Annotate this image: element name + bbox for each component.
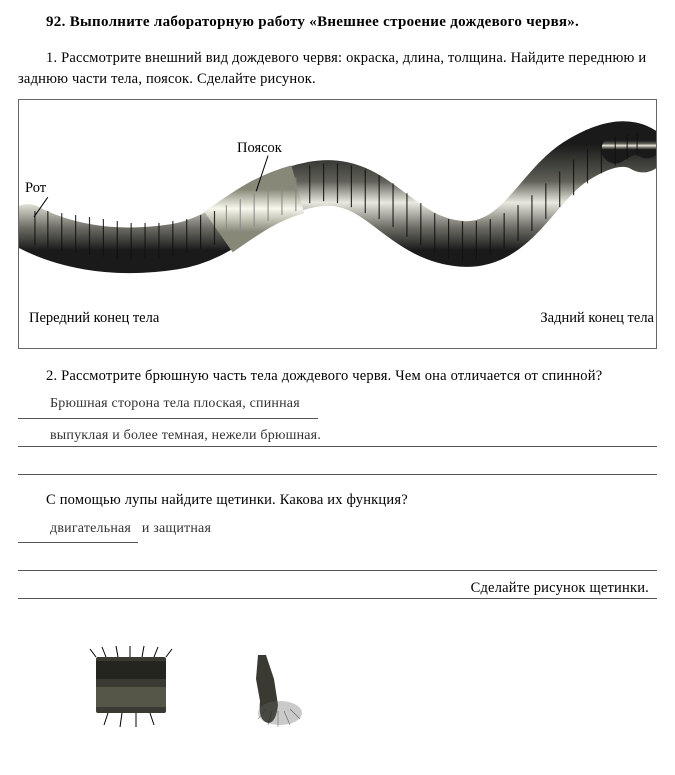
task-1-number: 1. (46, 50, 57, 66)
task-3-answer-1: двигательная (18, 516, 138, 544)
exercise-number: 92. (46, 14, 66, 30)
bristle-caption: Сделайте рисунок щетинки. (471, 580, 649, 596)
exercise-title: 92. Выполните лабораторную работу «Внешн… (18, 12, 657, 32)
task-3-prompt: С помощью лупы найдите щетинки. Какова и… (46, 492, 408, 508)
bristle-caption-row: Сделайте рисунок щетинки. (18, 575, 657, 599)
task-3-answer-2: и защитная (142, 521, 211, 536)
task-2-answer-1: Брюшная сторона тела плоская, спинная (18, 391, 318, 419)
label-back-end: Задний конец тела (540, 310, 654, 327)
blank-line (18, 451, 657, 475)
label-front-end: Передний конец тела (29, 310, 159, 327)
bristle-single-illustration (218, 635, 328, 735)
bristle-segment-illustration (78, 635, 188, 735)
task-3: С помощью лупы найдите щетинки. Какова и… (18, 487, 657, 599)
label-belt: Поясок (237, 140, 282, 157)
task-2-prompt: Рассмотрите брюшную часть тела дождевого… (61, 368, 602, 384)
blank-line-2 (18, 547, 657, 571)
task-2: 2. Рассмотрите брюшную часть тела дождев… (18, 363, 657, 475)
task-2-number: 2. (46, 368, 57, 384)
task-1-text: Рассмотрите внешний вид дождевого червя:… (18, 50, 646, 86)
bristle-illustrations (18, 635, 657, 735)
task-2-answer-2: выпуклая и более темная, нежели брюшная. (18, 423, 657, 447)
exercise-title-text: Выполните лабораторную работу «Внешнее с… (70, 14, 579, 30)
worm-figure: Рот Поясок Передний конец тела Задний ко… (18, 99, 657, 349)
task-1: 1. Рассмотрите внешний вид дождевого чер… (18, 48, 657, 89)
label-mouth: Рот (25, 180, 46, 197)
